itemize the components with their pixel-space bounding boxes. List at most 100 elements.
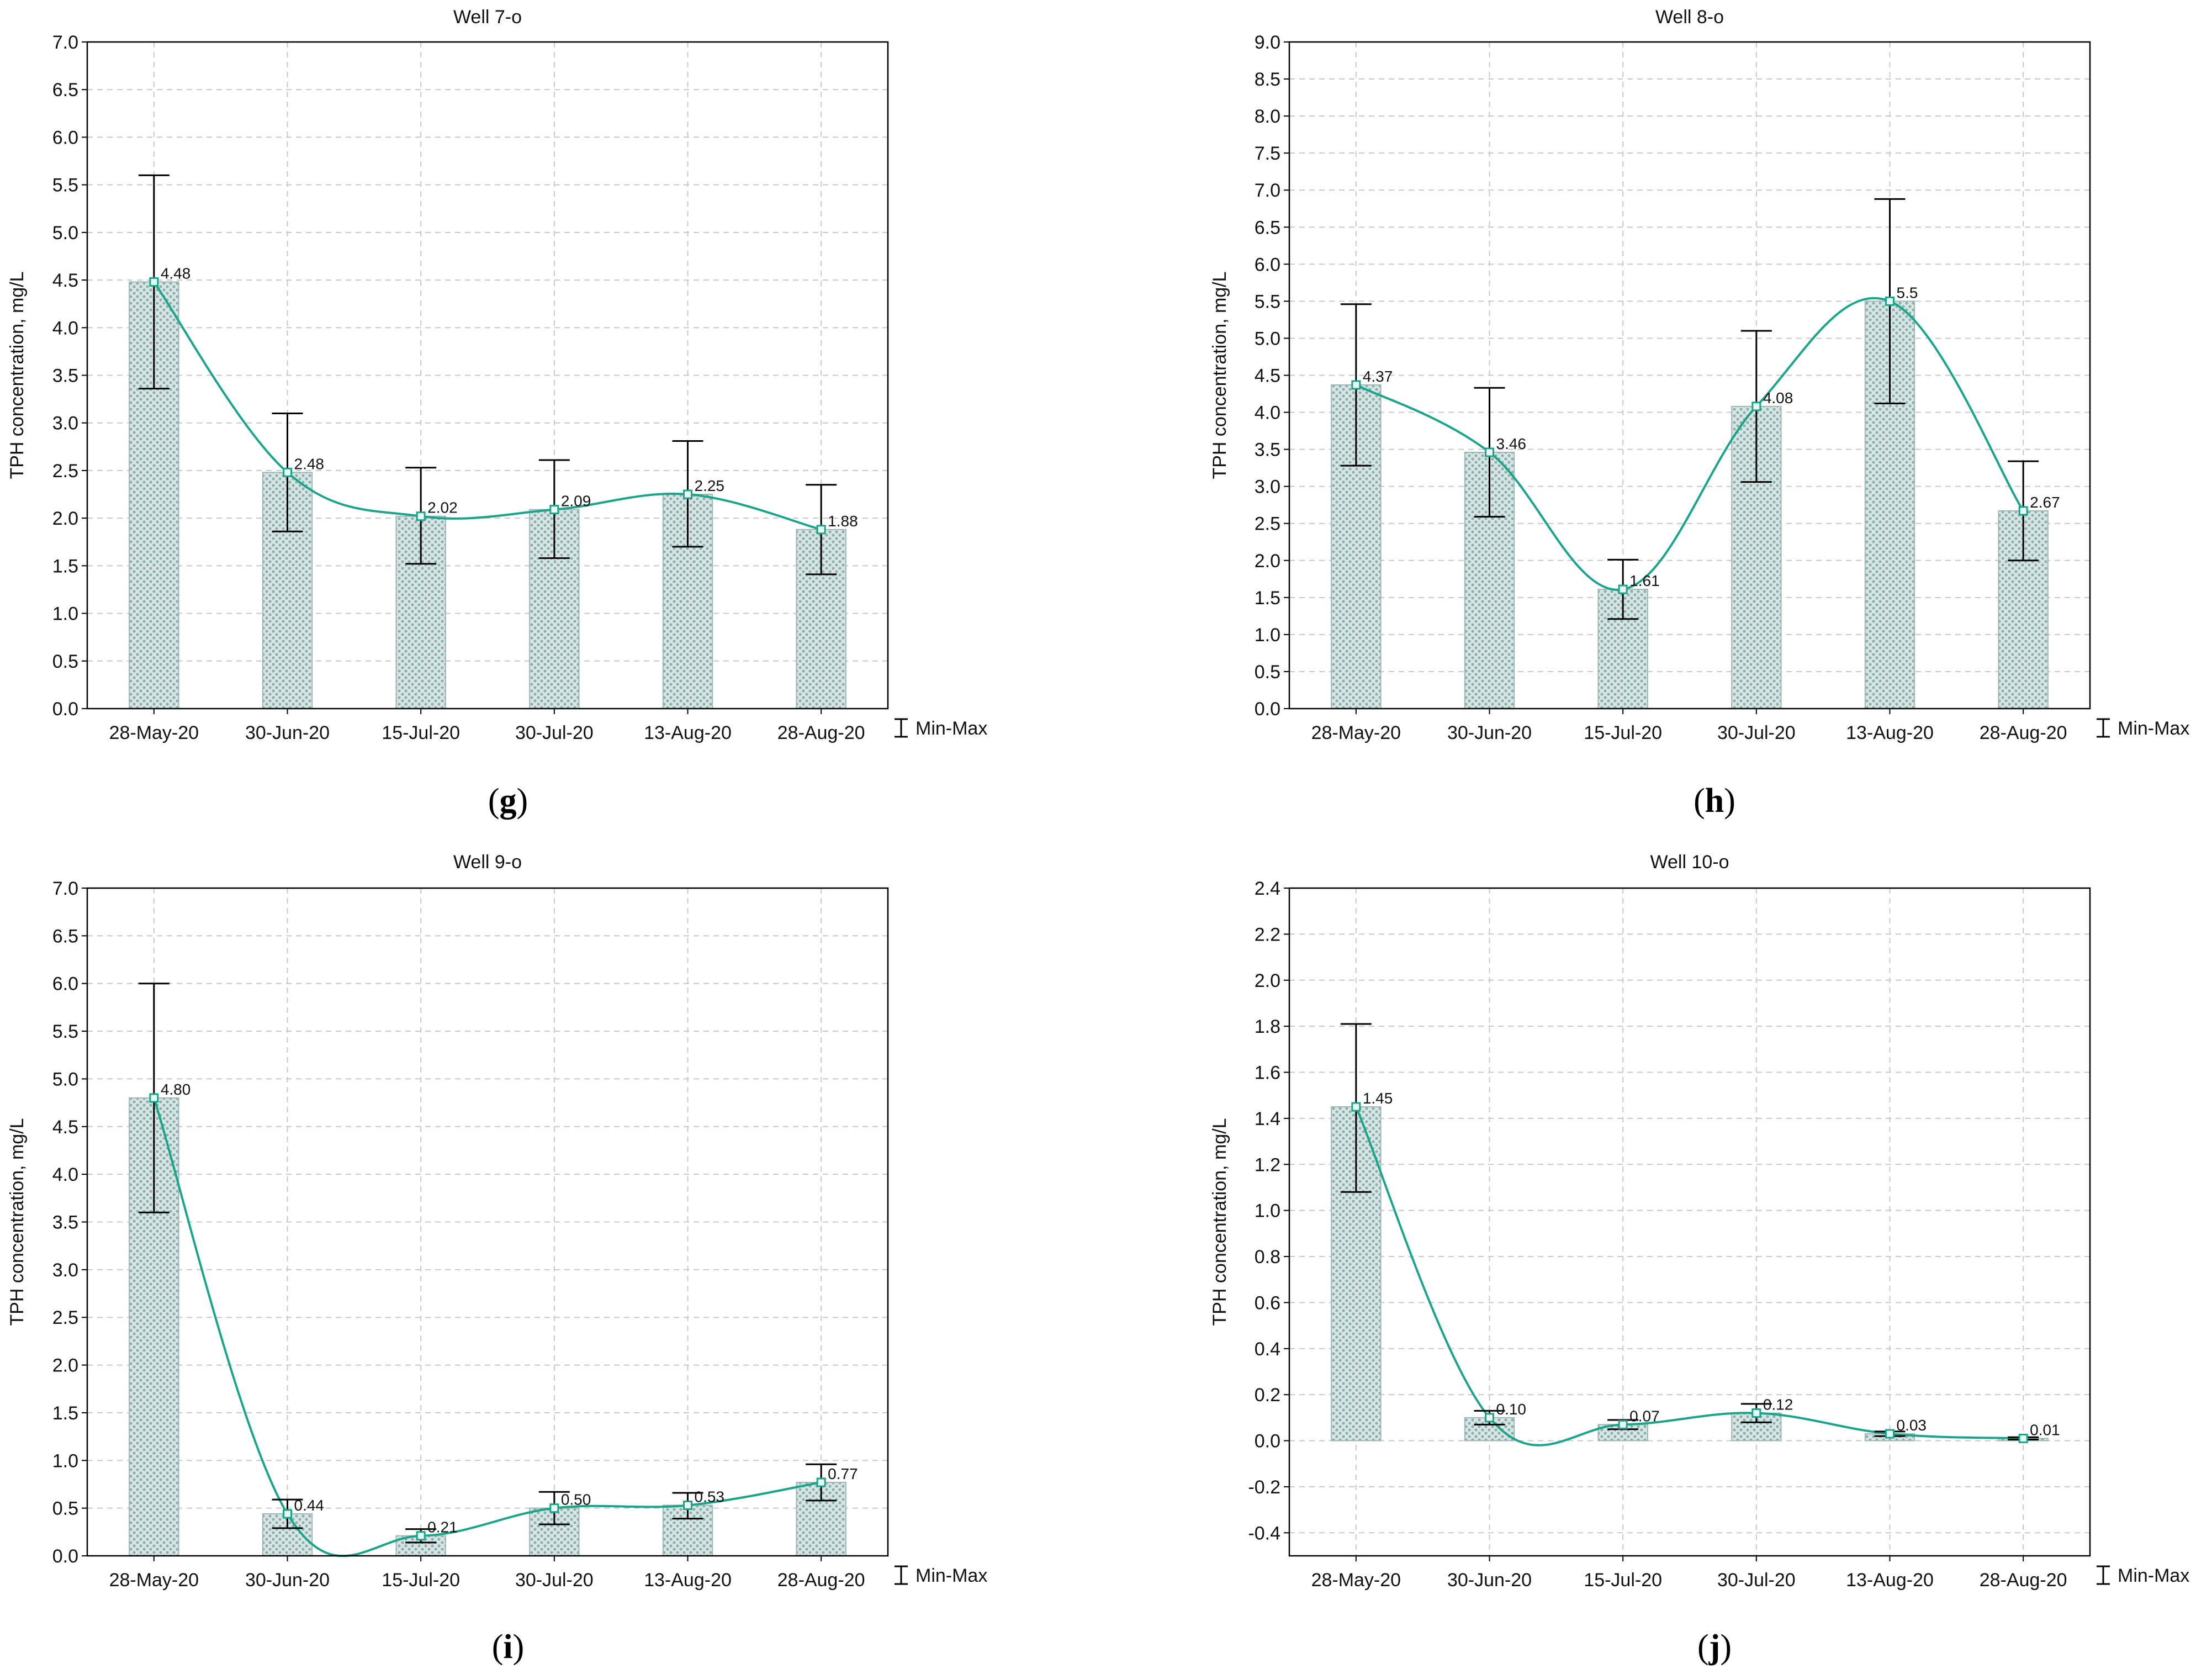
y-tick-label: 0.6	[1255, 1292, 1280, 1313]
y-tick-label: 2.5	[1255, 514, 1280, 535]
y-tick-label: 3.0	[52, 1260, 78, 1281]
panel-label: (i)	[492, 1628, 525, 1666]
y-tick-label: 0.4	[1255, 1339, 1280, 1360]
x-tick-label: 15-Jul-20	[1584, 722, 1662, 743]
y-tick-label: 1.4	[1255, 1108, 1280, 1129]
y-tick-label: 1.0	[1255, 625, 1280, 646]
y-tick-label: 6.0	[1255, 254, 1280, 275]
chart-title: Well 10-o	[1650, 852, 1729, 873]
x-tick-label: 28-Aug-20	[1980, 722, 2067, 743]
data-label: 2.48	[294, 455, 325, 472]
y-tick-label: 5.0	[52, 1069, 78, 1090]
panel-label: (h)	[1694, 782, 1735, 820]
data-label: 4.08	[1763, 389, 1793, 406]
data-point	[1618, 584, 1628, 594]
legend: Min-Max	[2097, 1565, 2189, 1586]
data-point	[1485, 447, 1494, 457]
chart-title: Well 9-o	[453, 852, 522, 873]
y-tick-label: 7.0	[52, 32, 78, 53]
panel-label: (j)	[1697, 1628, 1732, 1666]
data-point	[1751, 402, 1761, 411]
legend-label: Min-Max	[2118, 1565, 2189, 1586]
legend: Min-Max	[895, 1565, 987, 1586]
x-tick-label: 15-Jul-20	[382, 1570, 460, 1591]
data-label: 0.21	[427, 1519, 458, 1536]
y-tick-label: 0.5	[1255, 662, 1280, 683]
panel-paren-open: (	[1697, 1628, 1709, 1666]
panel-paren-open: (	[492, 1628, 504, 1666]
data-point	[283, 1509, 292, 1519]
legend-label: Min-Max	[916, 718, 987, 739]
data-point	[816, 1477, 826, 1487]
data-label: 1.45	[1363, 1090, 1393, 1107]
data-point	[683, 1500, 692, 1510]
legend-label: Min-Max	[2118, 718, 2189, 739]
plot-frame	[1288, 887, 2091, 1557]
x-tick-label: 13-Aug-20	[644, 1570, 732, 1591]
y-tick-label: 3.5	[1255, 440, 1280, 461]
y-tick-label: 2.0	[52, 508, 78, 529]
y-tick-label: 4.0	[52, 1164, 78, 1185]
data-label: 3.46	[1496, 435, 1527, 452]
y-tick-label: 1.6	[1255, 1063, 1280, 1084]
data-point	[416, 511, 426, 521]
chart-panel-j: -0.4 -0.2 0.0 0.2 0.4 0.6 0.8 1.0 1.2 1.4 1.6 1.8 2.…	[1209, 852, 2189, 1666]
data-label: 0.01	[2030, 1421, 2060, 1438]
x-tick-label: 28-May-20	[109, 1570, 199, 1591]
y-axis-label: TPH concentration, mg/L	[1209, 1118, 1230, 1326]
data-label: 1.61	[1629, 572, 1660, 589]
data-label: 4.37	[1363, 368, 1393, 385]
y-tick-label: 0.0	[1255, 1431, 1280, 1452]
panel-letter: h	[1705, 782, 1724, 820]
data-label: 1.88	[828, 513, 858, 530]
y-tick-label: 3.5	[52, 366, 78, 387]
y-tick-label: 5.0	[52, 223, 78, 244]
data-point	[2018, 1433, 2028, 1443]
x-tick-label: 30-Jul-20	[515, 722, 594, 743]
y-tick-label: 2.0	[1255, 551, 1280, 572]
bar	[1731, 405, 1782, 709]
data-point	[816, 525, 826, 535]
data-point	[149, 1093, 159, 1103]
x-tick-label: 30-Jun-20	[1447, 1570, 1532, 1591]
data-label: 4.48	[161, 265, 191, 282]
y-tick-label: 2.5	[52, 1307, 78, 1328]
y-tick-label: 1.5	[52, 1403, 78, 1424]
chart-title: Well 7-o	[453, 7, 522, 28]
panel-paren-close: )	[513, 1628, 525, 1666]
y-tick-label: 4.5	[52, 270, 78, 291]
x-tick-label: 30-Jun-20	[1447, 722, 1532, 743]
y-tick-label: 7.0	[1255, 180, 1280, 201]
y-tick-label: 9.0	[1255, 32, 1280, 53]
y-tick-label: 1.5	[1255, 588, 1280, 609]
y-tick-label: 6.0	[52, 127, 78, 148]
data-label: 2.09	[561, 493, 591, 510]
data-point	[1751, 1408, 1761, 1418]
data-label: 0.50	[561, 1491, 591, 1508]
plot-area	[1289, 888, 2090, 1556]
data-point	[149, 277, 159, 287]
y-tick-label: 6.5	[52, 926, 78, 947]
panel-label: (g)	[488, 782, 528, 820]
y-axis-label: TPH concentration, mg/L	[1209, 271, 1230, 479]
panel-letter: j	[1708, 1628, 1721, 1666]
y-tick-label: 1.8	[1255, 1016, 1280, 1037]
y-tick-label: 2.2	[1255, 924, 1280, 945]
x-tick-label: 30-Jul-20	[1717, 1570, 1796, 1591]
y-tick-label: -0.4	[1248, 1523, 1280, 1544]
data-point	[1351, 1102, 1361, 1112]
x-tick-label: 28-May-20	[1311, 722, 1401, 743]
panel-letter: i	[503, 1628, 512, 1666]
data-label: 0.10	[1496, 1401, 1527, 1418]
x-tick-label: 30-Jul-20	[515, 1570, 594, 1591]
panel-letter: g	[500, 782, 517, 820]
data-label: 0.53	[695, 1488, 725, 1505]
data-label: 0.77	[828, 1465, 858, 1482]
y-tick-label: 2.5	[52, 461, 78, 482]
plot-frame	[86, 887, 889, 1557]
data-point	[549, 1503, 559, 1513]
x-tick-label: 15-Jul-20	[382, 722, 460, 743]
y-tick-label: 5.5	[1255, 291, 1280, 312]
y-tick-label: -0.2	[1248, 1477, 1280, 1498]
x-tick-label: 28-May-20	[109, 722, 199, 743]
